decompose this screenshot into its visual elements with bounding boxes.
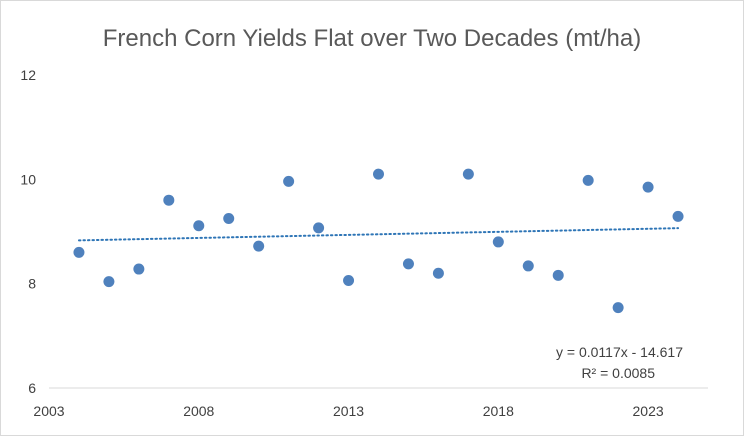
data-point <box>612 302 624 314</box>
x-tick-label: 2003 <box>33 403 64 419</box>
data-point <box>552 269 564 281</box>
x-tick-label: 2008 <box>183 403 214 419</box>
chart-title: French Corn Yields Flat over Two Decades… <box>103 25 641 52</box>
x-tick-label: 2023 <box>633 403 664 419</box>
x-tick-label: 2018 <box>483 403 514 419</box>
data-point <box>402 258 414 270</box>
data-point <box>73 246 85 258</box>
y-tick-label: 6 <box>28 380 36 396</box>
data-point <box>432 267 444 279</box>
x-axis-ticks: 2003 2008 2013 2018 2023 <box>33 403 663 419</box>
data-point <box>642 181 654 193</box>
data-point <box>582 174 594 186</box>
data-point <box>492 236 504 248</box>
data-point <box>283 175 295 187</box>
data-point <box>373 168 384 180</box>
trendline-equation: y = 0.0117x - 14.617 <box>556 344 683 360</box>
data-point <box>313 222 325 234</box>
data-point <box>522 260 534 272</box>
data-point <box>223 212 235 224</box>
data-point <box>133 263 145 275</box>
trendline <box>77 227 680 242</box>
y-tick-label: 10 <box>20 171 36 187</box>
data-point <box>253 240 265 252</box>
trendline-r-squared: R² = 0.0085 <box>581 365 655 381</box>
data-point <box>163 194 175 206</box>
data-point <box>193 220 205 232</box>
y-tick-label: 12 <box>20 67 36 83</box>
data-point <box>103 276 115 288</box>
data-point <box>462 168 474 180</box>
y-axis-ticks: 6 8 10 12 <box>20 67 36 396</box>
data-point <box>343 275 355 287</box>
y-tick-label: 8 <box>28 276 36 292</box>
data-points <box>73 168 684 314</box>
data-point <box>672 210 684 222</box>
x-tick-label: 2013 <box>333 403 364 419</box>
